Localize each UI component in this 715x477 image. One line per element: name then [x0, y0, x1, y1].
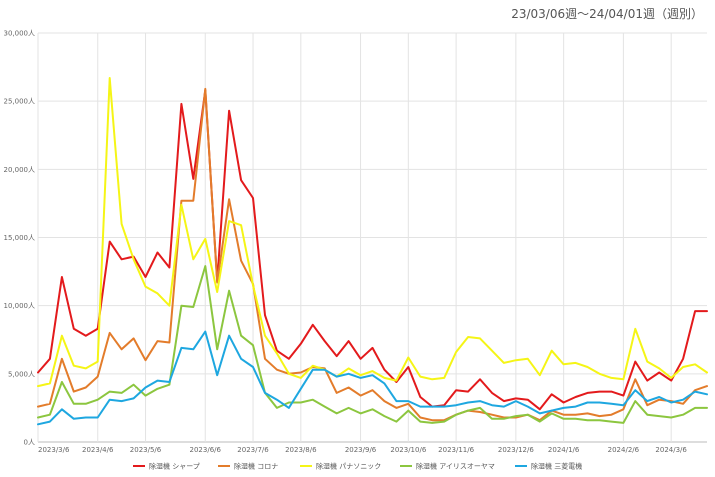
x-tick-label: 2023/10/6 [390, 446, 426, 454]
legend-label: 除湿機 アイリスオーヤマ [416, 462, 495, 471]
x-axis-labels: 2023/3/6 2023/4/6 2023/5/6 2023/6/6 2023/7/6… [38, 446, 687, 454]
legend[interactable]: 除湿機 シャープ 除湿機 コロナ 除湿機 パナソニック 除湿機 アイリスオーヤマ 除湿機… [133, 462, 582, 471]
y-tick-label: 15,000人 [4, 234, 36, 242]
x-tick-label: 2023/4/6 [82, 446, 114, 454]
x-tick-label: 2023/8/6 [285, 446, 317, 454]
x-tick-label: 2023/12/6 [498, 446, 534, 454]
x-tick-label: 2023/3/6 [38, 446, 70, 454]
x-tick-label: 2023/11/6 [438, 446, 474, 454]
y-tick-label: 30,000人 [4, 30, 36, 38]
grid-lines [37, 32, 707, 443]
y-tick-label: 10,000人 [4, 302, 36, 310]
legend-item-2[interactable]: 除湿機 コロナ [218, 462, 278, 471]
x-tick-label: 2024/3/6 [655, 446, 687, 454]
legend-label: 除湿機 三菱電機 [531, 462, 582, 471]
legend-item-3[interactable]: 除湿機 パナソニック [300, 462, 381, 471]
y-axis-labels: 0人 5,000人 10,000人 15,000人 20,000人 25,000人 30,0… [4, 30, 36, 447]
x-tick-label: 2024/1/6 [548, 446, 580, 454]
x-tick-label: 2024/2/6 [608, 446, 640, 454]
x-tick-label: 2023/6/6 [190, 446, 222, 454]
y-tick-label: 20,000人 [4, 166, 36, 174]
legend-item-1[interactable]: 除湿機 シャープ [133, 462, 200, 471]
x-tick-label: 2023/9/6 [345, 446, 377, 454]
x-tick-label: 2023/7/6 [237, 446, 269, 454]
legend-item-5[interactable]: 除湿機 三菱電機 [515, 462, 582, 471]
y-tick-label: 5,000人 [8, 370, 35, 378]
y-tick-label: 0人 [24, 439, 35, 447]
series-line-4 [37, 265, 708, 424]
legend-item-4[interactable]: 除湿機 アイリスオーヤマ [400, 462, 495, 471]
legend-label: 除湿機 コロナ [234, 462, 278, 471]
x-tick-label: 2023/5/6 [130, 446, 162, 454]
y-tick-label: 25,000人 [4, 98, 36, 106]
series-lines [37, 77, 708, 426]
legend-label: 除湿機 パナソニック [316, 462, 381, 471]
series-line-3 [37, 77, 708, 388]
series-line-5 [37, 330, 708, 426]
period-label: 23/03/06週〜24/04/01週（週別） [511, 7, 703, 21]
legend-label: 除湿機 シャープ [149, 462, 200, 471]
series-line-1 [37, 89, 708, 411]
series-line-2 [37, 87, 708, 422]
